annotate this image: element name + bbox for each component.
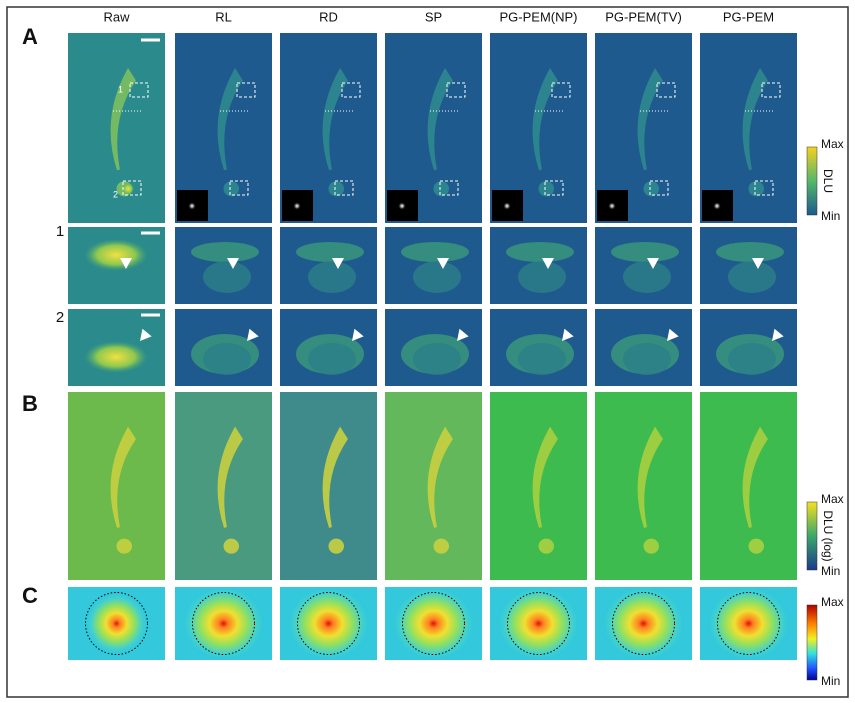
- structure: [644, 539, 660, 554]
- structure: [329, 539, 345, 554]
- colorbar: [807, 605, 817, 680]
- structure: [329, 181, 345, 196]
- colorbar-max: Max: [821, 137, 844, 151]
- zoom-blob: [84, 341, 148, 373]
- psf-spot: [713, 202, 721, 210]
- zoom-blob: [203, 343, 251, 375]
- structure: [117, 539, 133, 554]
- figure: Raw RL RD SP PG-PEM(NP) PG-PEM(TV) PG-PEM A B C 1 2…: [0, 0, 855, 703]
- zoom-blob: [518, 343, 566, 375]
- psf-spot: [398, 202, 406, 210]
- spectrum: [289, 588, 369, 660]
- psf-spot: [608, 202, 616, 210]
- structure: [224, 539, 240, 554]
- colorbar-max: Max: [821, 492, 844, 506]
- zoom-label: 2: [56, 309, 64, 326]
- zoom-blob: [716, 242, 784, 262]
- psf-spot: [293, 202, 301, 210]
- spectrum: [604, 588, 684, 660]
- column-header: PG-PEM(TV): [605, 9, 682, 24]
- psf-spot: [503, 202, 511, 210]
- zoom-blob: [308, 343, 356, 375]
- zoom-blob: [296, 242, 364, 262]
- structure: [644, 181, 660, 196]
- structure: [539, 181, 555, 196]
- column-header: Raw: [103, 9, 130, 24]
- spectrum: [87, 594, 147, 654]
- structure: [749, 539, 765, 554]
- colorbar-min: Min: [821, 674, 840, 688]
- column-header: SP: [425, 9, 442, 24]
- colorbar-unit: DLU (log): [821, 510, 835, 561]
- zoom-blob: [623, 343, 671, 375]
- colorbar: [807, 502, 817, 570]
- zoom-blob: [203, 261, 251, 293]
- column-header: RD: [319, 9, 338, 24]
- zoom-blob: [728, 343, 776, 375]
- panel-label: C: [22, 583, 38, 608]
- zoom-blob: [728, 261, 776, 293]
- column-header: PG-PEM(NP): [500, 9, 578, 24]
- zoom-label: 1: [56, 223, 64, 240]
- panel-label: A: [22, 24, 38, 49]
- zoom-blob: [611, 242, 679, 262]
- structure: [224, 181, 240, 196]
- column-header: PG-PEM: [723, 9, 774, 24]
- colorbar-min: Min: [821, 564, 840, 578]
- zoom-blob: [308, 261, 356, 293]
- zoom-blob: [518, 261, 566, 293]
- panel-label: B: [22, 391, 38, 416]
- zoom-blob: [84, 239, 148, 271]
- zoom-blob: [401, 242, 469, 262]
- roi-label: 2: [113, 189, 118, 199]
- structure: [434, 181, 450, 196]
- spectrum: [499, 588, 579, 660]
- structure: [434, 539, 450, 554]
- spectrum: [709, 588, 789, 660]
- colorbar-min: Min: [821, 209, 840, 223]
- psf-spot: [188, 202, 196, 210]
- colorbar-max: Max: [821, 595, 844, 609]
- colorbar-unit: DLU: [821, 169, 835, 193]
- colorbar: [807, 147, 817, 215]
- zoom-blob: [506, 242, 574, 262]
- structure: [539, 539, 555, 554]
- structure: [749, 181, 765, 196]
- zoom-blob: [413, 343, 461, 375]
- spectrum: [184, 588, 264, 660]
- spot: [122, 183, 134, 195]
- roi-label: 1: [118, 84, 123, 94]
- zoom-blob: [413, 261, 461, 293]
- spectrum: [394, 588, 474, 660]
- column-header: RL: [215, 9, 232, 24]
- zoom-blob: [191, 242, 259, 262]
- zoom-blob: [623, 261, 671, 293]
